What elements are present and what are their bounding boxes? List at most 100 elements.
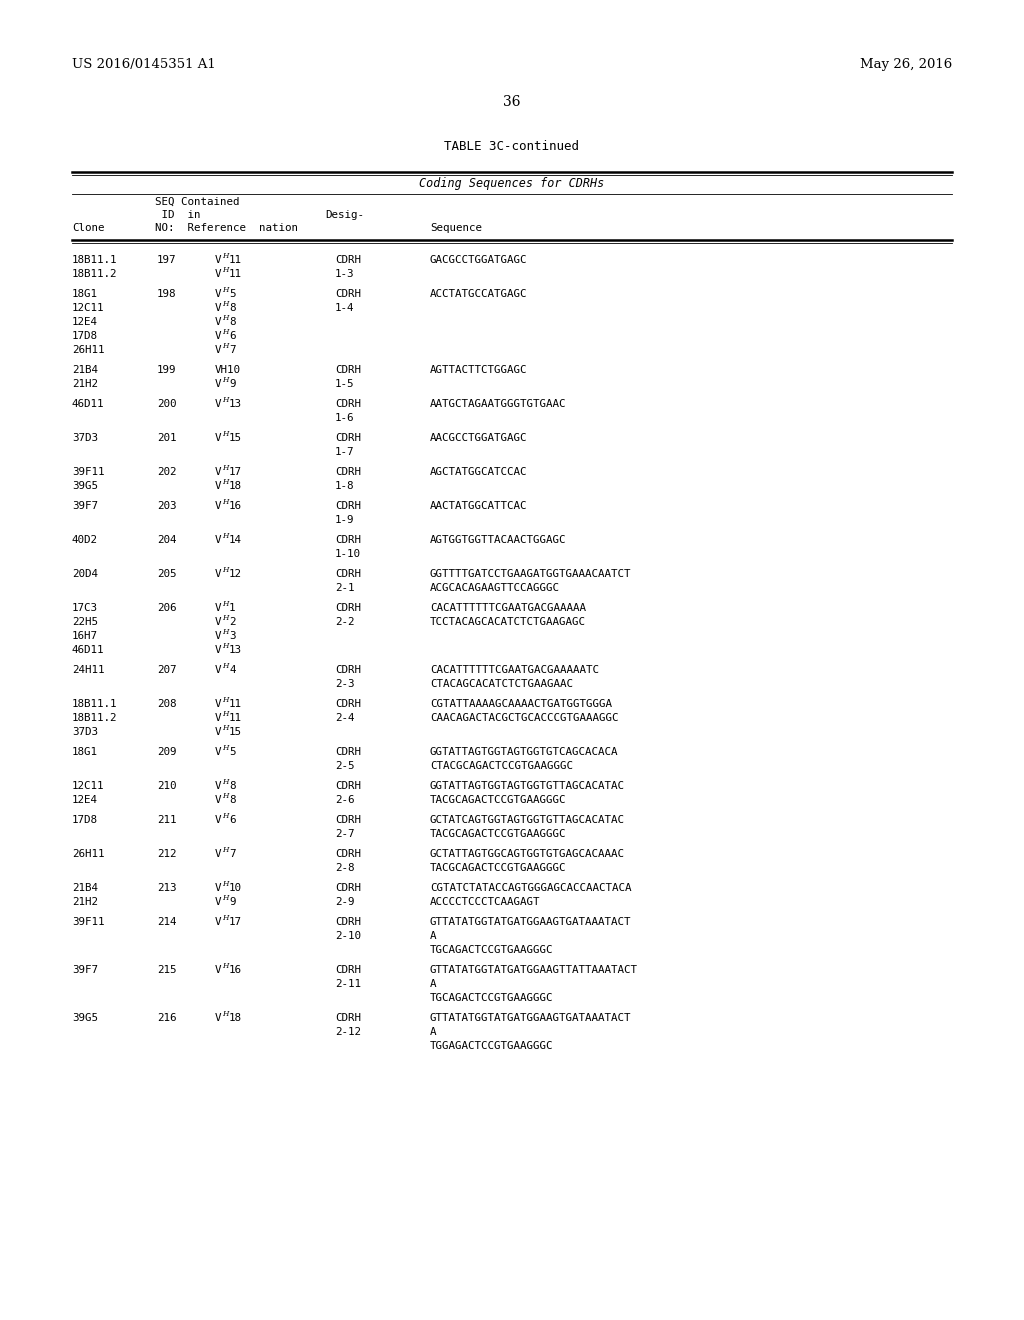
Text: 206: 206 [157, 603, 176, 612]
Text: 11: 11 [229, 713, 242, 723]
Text: H: H [222, 396, 228, 404]
Text: H: H [222, 792, 228, 800]
Text: GACGCCTGGATGAGC: GACGCCTGGATGAGC [430, 255, 527, 265]
Text: GGTATTAGTGGTAGTGGTGTTAGCACATAC: GGTATTAGTGGTAGTGGTGTTAGCACATAC [430, 781, 625, 791]
Text: H: H [222, 566, 228, 574]
Text: 18B11.2: 18B11.2 [72, 269, 118, 279]
Text: 8: 8 [229, 781, 236, 791]
Text: V: V [215, 502, 221, 511]
Text: 7: 7 [229, 345, 236, 355]
Text: 216: 216 [157, 1012, 176, 1023]
Text: H: H [222, 1010, 228, 1018]
Text: 18: 18 [229, 480, 242, 491]
Text: V: V [215, 569, 221, 579]
Text: CDRH: CDRH [335, 535, 361, 545]
Text: CDRH: CDRH [335, 467, 361, 477]
Text: H: H [222, 376, 228, 384]
Text: 16H7: 16H7 [72, 631, 98, 642]
Text: CDRH: CDRH [335, 814, 361, 825]
Text: CDRH: CDRH [335, 700, 361, 709]
Text: CDRH: CDRH [335, 255, 361, 265]
Text: 1-3: 1-3 [335, 269, 354, 279]
Text: CACATTTTTTCGAATGACGAAAAA: CACATTTTTTCGAATGACGAAAAA [430, 603, 586, 612]
Text: 10: 10 [229, 883, 242, 894]
Text: V: V [215, 433, 221, 444]
Text: 14: 14 [229, 535, 242, 545]
Text: 205: 205 [157, 569, 176, 579]
Text: 6: 6 [229, 331, 236, 341]
Text: 1-4: 1-4 [335, 304, 354, 313]
Text: V: V [215, 631, 221, 642]
Text: H: H [222, 846, 228, 854]
Text: 200: 200 [157, 399, 176, 409]
Text: 2-10: 2-10 [335, 931, 361, 941]
Text: 12E4: 12E4 [72, 317, 98, 327]
Text: TACGCAGACTCCGTGAAGGGC: TACGCAGACTCCGTGAAGGGC [430, 795, 566, 805]
Text: CGTATTAAAAGCAAAACTGATGGTGGGA: CGTATTAAAAGCAAAACTGATGGTGGGA [430, 700, 612, 709]
Text: 39F7: 39F7 [72, 502, 98, 511]
Text: NO:  Reference  nation: NO: Reference nation [155, 223, 298, 234]
Text: 39F11: 39F11 [72, 917, 104, 927]
Text: 9: 9 [229, 898, 236, 907]
Text: 22H5: 22H5 [72, 616, 98, 627]
Text: H: H [222, 663, 228, 671]
Text: V: V [215, 399, 221, 409]
Text: H: H [222, 880, 228, 888]
Text: V: V [215, 747, 221, 756]
Text: H: H [222, 696, 228, 704]
Text: V: V [215, 317, 221, 327]
Text: 1-9: 1-9 [335, 515, 354, 525]
Text: V: V [215, 255, 221, 265]
Text: 46D11: 46D11 [72, 645, 104, 655]
Text: 18B11.1: 18B11.1 [72, 255, 118, 265]
Text: CDRH: CDRH [335, 747, 361, 756]
Text: CDRH: CDRH [335, 366, 361, 375]
Text: H: H [222, 498, 228, 506]
Text: V: V [215, 849, 221, 859]
Text: V: V [215, 700, 221, 709]
Text: 212: 212 [157, 849, 176, 859]
Text: 2-3: 2-3 [335, 678, 354, 689]
Text: V: V [215, 645, 221, 655]
Text: 1-5: 1-5 [335, 379, 354, 389]
Text: H: H [222, 723, 228, 733]
Text: H: H [222, 777, 228, 785]
Text: V: V [215, 795, 221, 805]
Text: ACCCCTCCCTCAAGAGT: ACCCCTCCCTCAAGAGT [430, 898, 541, 907]
Text: V: V [215, 379, 221, 389]
Text: AGTGGTGGTTACAACTGGAGC: AGTGGTGGTTACAACTGGAGC [430, 535, 566, 545]
Text: V: V [215, 713, 221, 723]
Text: 21B4: 21B4 [72, 883, 98, 894]
Text: GGTTTTGATCCTGAAGATGGTGAAACAATCT: GGTTTTGATCCTGAAGATGGTGAAACAATCT [430, 569, 632, 579]
Text: 5: 5 [229, 747, 236, 756]
Text: 197: 197 [157, 255, 176, 265]
Text: 39G5: 39G5 [72, 480, 98, 491]
Text: ACGCACAGAAGTTCCAGGGC: ACGCACAGAAGTTCCAGGGC [430, 583, 560, 593]
Text: A: A [430, 931, 436, 941]
Text: H: H [222, 601, 228, 609]
Text: H: H [222, 812, 228, 820]
Text: 207: 207 [157, 665, 176, 675]
Text: 18B11.2: 18B11.2 [72, 713, 118, 723]
Text: A: A [430, 979, 436, 989]
Text: 39F7: 39F7 [72, 965, 98, 975]
Text: AGCTATGGCATCCAC: AGCTATGGCATCCAC [430, 467, 527, 477]
Text: 1-6: 1-6 [335, 413, 354, 422]
Text: V: V [215, 467, 221, 477]
Text: V: V [215, 965, 221, 975]
Text: V: V [215, 814, 221, 825]
Text: 202: 202 [157, 467, 176, 477]
Text: 15: 15 [229, 727, 242, 737]
Text: H: H [222, 314, 228, 322]
Text: 12C11: 12C11 [72, 781, 104, 791]
Text: V: V [215, 269, 221, 279]
Text: H: H [222, 710, 228, 718]
Text: H: H [222, 478, 228, 486]
Text: V: V [215, 616, 221, 627]
Text: 12: 12 [229, 569, 242, 579]
Text: 24H11: 24H11 [72, 665, 104, 675]
Text: H: H [222, 342, 228, 350]
Text: CDRH: CDRH [335, 883, 361, 894]
Text: 2-7: 2-7 [335, 829, 354, 840]
Text: CDRH: CDRH [335, 665, 361, 675]
